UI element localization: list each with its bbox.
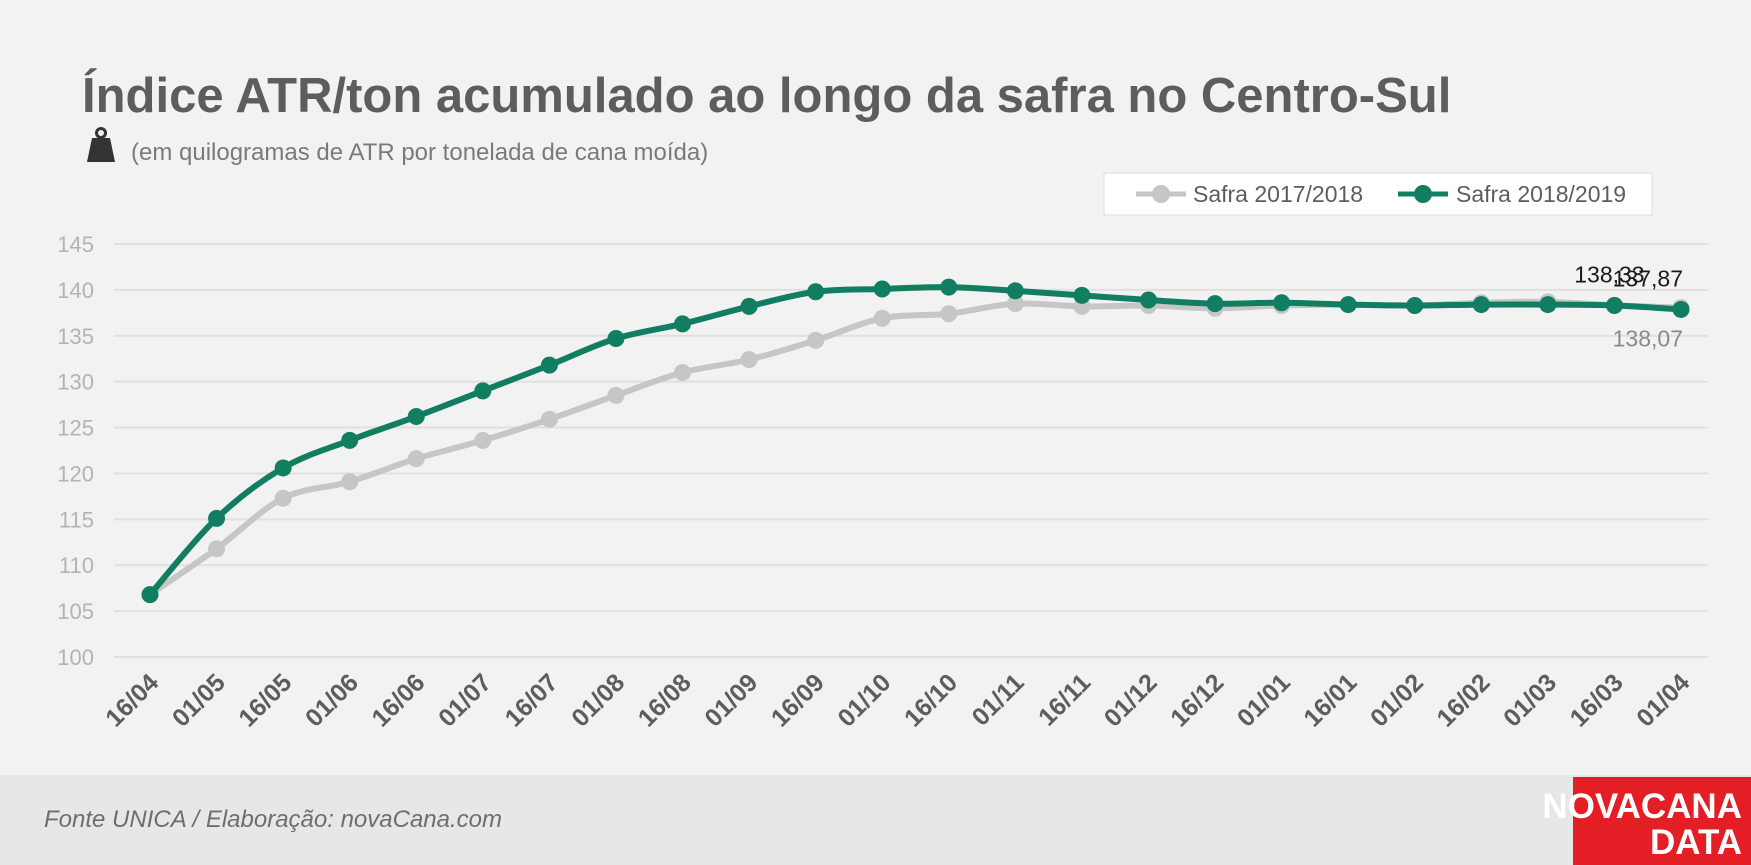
data-point	[1273, 294, 1291, 312]
data-point	[807, 331, 825, 349]
data-point	[407, 450, 425, 468]
legend-label-2017: Safra 2017/2018	[1193, 181, 1363, 207]
novacana-logo: NOVACANA DATA	[1542, 777, 1751, 865]
data-point	[1139, 291, 1157, 309]
data-point	[740, 351, 758, 369]
data-point	[1006, 282, 1024, 300]
y-tick-label: 140	[57, 278, 94, 303]
data-point	[1206, 295, 1224, 313]
y-tick-label: 105	[57, 599, 94, 624]
data-point	[1539, 296, 1557, 314]
data-point	[274, 489, 292, 507]
footer-bar	[0, 775, 1751, 865]
y-tick-label: 135	[57, 324, 94, 349]
data-point	[1339, 296, 1357, 314]
legend: Safra 2017/2018 Safra 2018/2019	[1103, 172, 1653, 216]
y-tick-label: 100	[57, 645, 94, 670]
data-point	[607, 386, 625, 404]
data-point	[1073, 286, 1091, 304]
y-axis-ticks: 100 105 110 115 120 125 130 135 140 145	[57, 232, 94, 670]
data-point	[141, 586, 159, 604]
data-point	[873, 309, 891, 327]
logo-line1: NOVACANA	[1542, 787, 1742, 826]
data-point	[474, 431, 492, 449]
logo-line2: DATA	[1650, 823, 1742, 862]
y-tick-label: 130	[57, 370, 94, 395]
legend-label-2018: Safra 2018/2019	[1456, 181, 1626, 207]
data-point	[674, 315, 692, 333]
data-point	[208, 509, 226, 527]
data-point	[1472, 296, 1490, 314]
data-point	[740, 297, 758, 315]
source-text: Fonte UNICA / Elaboração: novaCana.com	[44, 806, 502, 833]
chart-subtitle: (em quilogramas de ATR por tonelada de c…	[131, 139, 708, 166]
data-point	[674, 363, 692, 381]
data-point	[940, 305, 958, 323]
data-point	[873, 280, 891, 298]
y-tick-label: 125	[57, 416, 94, 441]
data-point	[341, 431, 359, 449]
legend-item-2018: Safra 2018/2019	[1398, 181, 1626, 207]
y-tick-label: 120	[57, 461, 94, 486]
data-label: 138,07	[1613, 326, 1683, 352]
legend-marker-2018	[1414, 185, 1432, 203]
data-label: 138,33	[1574, 261, 1644, 287]
data-point	[940, 278, 958, 296]
legend-box	[1103, 172, 1653, 216]
legend-marker-2017	[1152, 185, 1170, 203]
weight-icon	[87, 127, 115, 162]
data-label: 137,87	[1613, 265, 1683, 291]
y-tick-label: 145	[57, 232, 94, 257]
data-point	[1006, 295, 1024, 313]
legend-item-2017: Safra 2017/2018	[1136, 181, 1363, 207]
data-point	[407, 408, 425, 426]
logo-background	[1573, 777, 1751, 865]
data-point	[807, 283, 825, 301]
data-point	[208, 540, 226, 558]
data-point	[474, 382, 492, 400]
series-1	[141, 278, 1690, 604]
y-tick-label: 115	[59, 507, 94, 532]
data-point	[1406, 296, 1424, 314]
y-tick-label: 110	[59, 553, 94, 578]
data-point	[607, 330, 625, 348]
data-point	[274, 459, 292, 477]
data-point	[1672, 300, 1690, 318]
data-point	[341, 473, 359, 491]
chart-title: Índice ATR/ton acumulado ao longo da saf…	[82, 69, 1451, 123]
data-point	[540, 410, 558, 428]
series-lines	[141, 278, 1690, 604]
data-point	[1605, 296, 1623, 314]
data-point	[540, 356, 558, 374]
